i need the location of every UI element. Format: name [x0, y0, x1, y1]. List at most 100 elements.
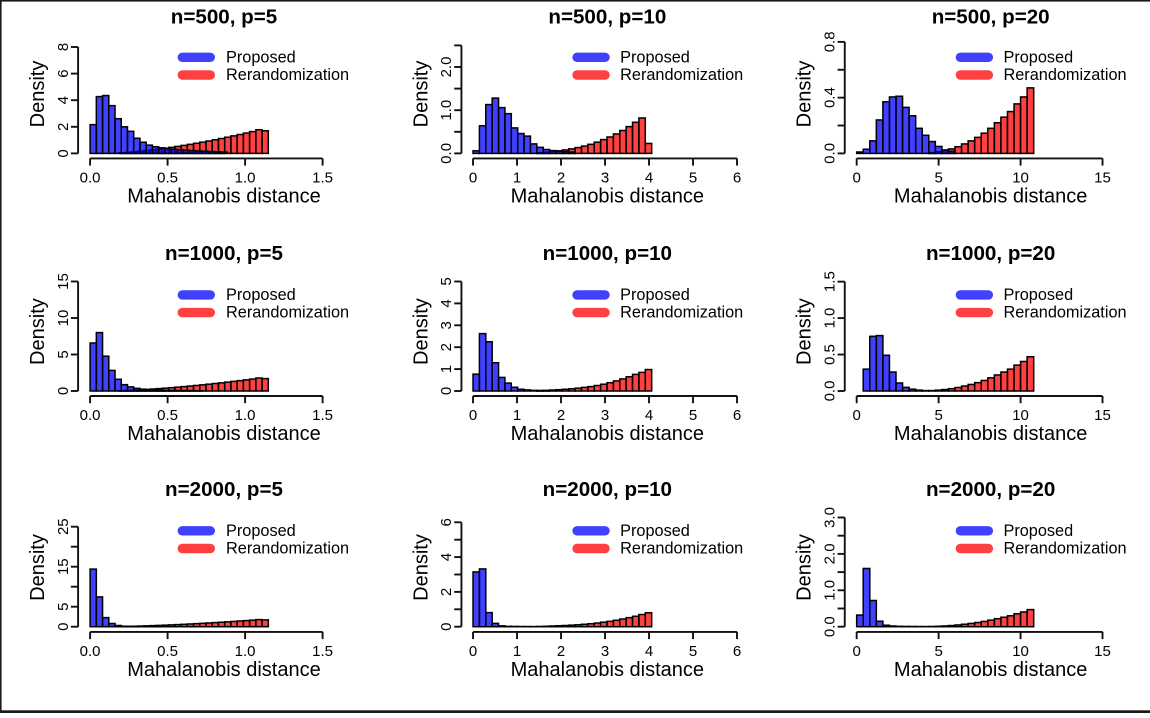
svg-text:4: 4 [645, 643, 653, 660]
svg-text:10: 10 [1012, 169, 1029, 186]
svg-text:n=1000, p=10: n=1000, p=10 [543, 242, 672, 265]
svg-text:Proposed: Proposed [620, 522, 690, 540]
svg-text:0.0: 0.0 [821, 381, 838, 402]
svg-text:Proposed: Proposed [226, 286, 296, 304]
svg-text:Rerandomization: Rerandomization [620, 304, 743, 322]
svg-text:0: 0 [438, 623, 455, 631]
svg-text:0.5: 0.5 [157, 169, 178, 186]
svg-text:2: 2 [55, 123, 72, 131]
svg-text:Density: Density [27, 534, 49, 601]
svg-text:Density: Density [794, 298, 816, 365]
svg-text:15: 15 [1094, 643, 1111, 660]
svg-text:4: 4 [438, 299, 455, 307]
svg-text:3.0: 3.0 [821, 507, 838, 528]
svg-text:0.0: 0.0 [438, 143, 455, 164]
svg-text:0.8: 0.8 [821, 31, 838, 52]
svg-text:6: 6 [733, 407, 741, 424]
svg-text:0: 0 [469, 643, 477, 660]
svg-text:0.0: 0.0 [821, 616, 838, 637]
svg-text:Mahalanobis distance: Mahalanobis distance [894, 185, 1087, 207]
svg-text:5: 5 [689, 169, 697, 186]
svg-text:1: 1 [513, 643, 521, 660]
svg-text:2: 2 [438, 343, 455, 351]
svg-text:0.0: 0.0 [80, 407, 101, 424]
svg-text:n=500, p=5: n=500, p=5 [171, 6, 277, 29]
svg-text:2: 2 [557, 169, 565, 186]
svg-text:3: 3 [601, 169, 609, 186]
svg-text:10: 10 [55, 310, 72, 327]
svg-text:Mahalanobis distance: Mahalanobis distance [511, 423, 704, 445]
svg-text:1: 1 [513, 169, 521, 186]
svg-text:15: 15 [55, 273, 72, 290]
svg-text:0.5: 0.5 [157, 407, 178, 424]
svg-text:n=2000, p=5: n=2000, p=5 [165, 478, 283, 501]
svg-text:1.0: 1.0 [821, 580, 838, 601]
svg-text:n=1000, p=5: n=1000, p=5 [165, 242, 283, 265]
svg-text:Mahalanobis distance: Mahalanobis distance [511, 185, 704, 207]
svg-text:Mahalanobis distance: Mahalanobis distance [511, 659, 704, 681]
svg-text:Proposed: Proposed [226, 522, 296, 540]
svg-text:0: 0 [55, 387, 72, 395]
svg-text:5: 5 [934, 169, 942, 186]
svg-text:3: 3 [601, 407, 609, 424]
svg-text:15: 15 [1094, 407, 1111, 424]
svg-text:5: 5 [55, 603, 72, 611]
svg-text:10: 10 [1012, 407, 1029, 424]
svg-text:Rerandomization: Rerandomization [226, 66, 349, 84]
svg-text:Rerandomization: Rerandomization [1003, 304, 1126, 322]
svg-text:Mahalanobis distance: Mahalanobis distance [894, 659, 1087, 681]
svg-text:n=2000, p=10: n=2000, p=10 [543, 478, 672, 501]
svg-text:Proposed: Proposed [620, 48, 690, 66]
svg-text:1.5: 1.5 [821, 271, 838, 292]
svg-text:5: 5 [689, 407, 697, 424]
svg-text:2: 2 [438, 588, 455, 596]
svg-text:0: 0 [852, 169, 860, 186]
svg-text:Rerandomization: Rerandomization [226, 304, 349, 322]
svg-text:Rerandomization: Rerandomization [620, 540, 743, 558]
svg-text:Density: Density [27, 298, 49, 365]
svg-text:1.0: 1.0 [235, 407, 256, 424]
svg-text:0.4: 0.4 [821, 87, 838, 108]
svg-text:n=500, p=20: n=500, p=20 [932, 6, 1050, 29]
svg-text:4: 4 [645, 169, 653, 186]
svg-text:1.5: 1.5 [312, 169, 333, 186]
svg-text:n=500, p=10: n=500, p=10 [548, 6, 666, 29]
svg-text:Proposed: Proposed [1003, 48, 1073, 66]
svg-text:15: 15 [55, 558, 72, 575]
svg-text:Mahalanobis distance: Mahalanobis distance [127, 423, 320, 445]
svg-text:Density: Density [794, 61, 816, 128]
svg-text:4: 4 [645, 407, 653, 424]
svg-text:1: 1 [513, 407, 521, 424]
svg-text:25: 25 [55, 518, 72, 535]
svg-text:Density: Density [410, 534, 432, 601]
svg-text:5: 5 [438, 277, 455, 285]
svg-text:0: 0 [55, 149, 72, 157]
svg-text:5: 5 [934, 643, 942, 660]
svg-text:1.5: 1.5 [312, 407, 333, 424]
svg-text:4: 4 [55, 96, 72, 104]
svg-text:6: 6 [733, 643, 741, 660]
svg-text:n=2000, p=20: n=2000, p=20 [926, 478, 1055, 501]
svg-text:5: 5 [934, 407, 942, 424]
svg-text:Mahalanobis distance: Mahalanobis distance [127, 659, 320, 681]
svg-text:2: 2 [557, 643, 565, 660]
svg-text:0: 0 [852, 643, 860, 660]
svg-text:4: 4 [438, 553, 455, 561]
svg-text:2: 2 [557, 407, 565, 424]
svg-text:6: 6 [55, 69, 72, 77]
svg-text:0.5: 0.5 [157, 643, 178, 660]
svg-text:0: 0 [469, 169, 477, 186]
svg-text:2.0: 2.0 [821, 543, 838, 564]
svg-text:Density: Density [410, 61, 432, 128]
svg-text:15: 15 [1094, 169, 1111, 186]
svg-text:Proposed: Proposed [226, 48, 296, 66]
svg-text:Mahalanobis distance: Mahalanobis distance [894, 423, 1087, 445]
svg-text:n=1000, p=20: n=1000, p=20 [926, 242, 1055, 265]
svg-text:Rerandomization: Rerandomization [1003, 66, 1126, 84]
svg-text:0: 0 [55, 623, 72, 631]
svg-text:1.0: 1.0 [235, 643, 256, 660]
svg-text:0: 0 [469, 407, 477, 424]
svg-text:0.0: 0.0 [80, 643, 101, 660]
svg-text:3: 3 [601, 643, 609, 660]
svg-text:Mahalanobis distance: Mahalanobis distance [127, 185, 320, 207]
